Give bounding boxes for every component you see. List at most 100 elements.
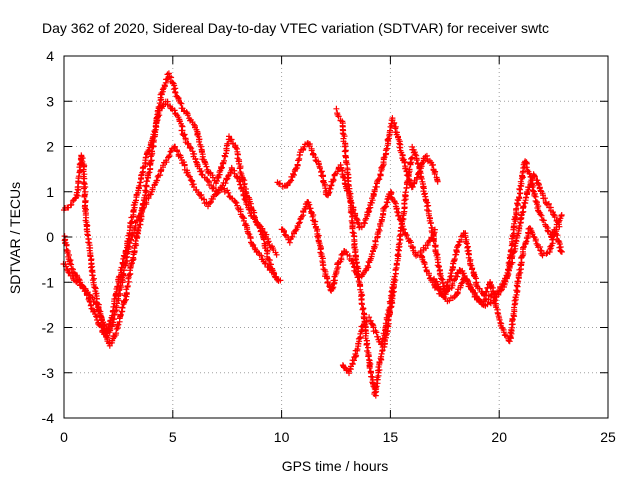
- data-point-markers: [465, 278, 480, 302]
- data-point-markers: [384, 276, 398, 318]
- data-point-markers: [180, 107, 193, 122]
- x-tick-label: 5: [169, 429, 177, 445]
- data-point-markers: [328, 261, 342, 294]
- data-point-markers: [370, 176, 383, 200]
- data-point-markers: [158, 71, 171, 97]
- data-point-markers: [352, 252, 366, 302]
- data-point-markers: [508, 216, 524, 262]
- series-track-f: [333, 105, 416, 399]
- series-track-j: [431, 171, 563, 309]
- y-tick-label: 4: [46, 48, 54, 64]
- data-point-markers: [201, 174, 214, 189]
- data-point-markers: [548, 207, 563, 230]
- data-point-markers: [535, 207, 547, 224]
- data-point-markers: [422, 193, 435, 231]
- data-point-markers: [182, 139, 195, 152]
- data-point-markers: [171, 143, 184, 161]
- y-tick-label: -1: [42, 274, 55, 290]
- x-axis-label: GPS time / hours: [282, 458, 389, 474]
- data-point-markers: [61, 233, 74, 265]
- data-point-markers: [80, 162, 89, 215]
- data-points: [60, 70, 565, 399]
- data-point-markers: [372, 361, 383, 399]
- data-point-markers: [73, 155, 85, 199]
- data-point-markers: [224, 187, 236, 202]
- data-point-markers: [447, 244, 460, 277]
- data-point-markers: [249, 243, 262, 256]
- data-point-markers: [261, 229, 273, 249]
- x-tick-label: 15: [383, 429, 399, 445]
- data-point-markers: [121, 254, 137, 304]
- data-point-markers: [356, 217, 369, 231]
- series-track-a: [61, 70, 284, 349]
- data-point-markers: [237, 206, 250, 229]
- data-point-markers: [422, 152, 435, 166]
- data-point-markers: [339, 120, 352, 188]
- data-point-markers: [176, 116, 189, 143]
- data-point-markers: [126, 222, 139, 250]
- data-point-markers: [286, 222, 301, 246]
- grid: [64, 56, 608, 418]
- data-point-markers: [375, 150, 390, 183]
- data-point-markers: [461, 230, 474, 267]
- data-point-markers: [234, 174, 247, 199]
- data-point-markers: [389, 115, 402, 143]
- data-point-markers: [406, 237, 419, 258]
- x-tick-label: 10: [274, 429, 290, 445]
- data-point-markers: [429, 161, 441, 185]
- data-point-markers: [428, 225, 442, 266]
- data-point-markers: [378, 312, 392, 348]
- y-tick-label: -2: [42, 320, 55, 336]
- data-point-markers: [166, 145, 177, 160]
- data-point-markers: [345, 183, 359, 256]
- data-point-markers: [540, 192, 554, 211]
- data-point-markers: [363, 337, 374, 375]
- x-tick-label: 25: [600, 429, 616, 445]
- data-point-markers: [363, 195, 376, 222]
- data-point-markers: [520, 225, 532, 253]
- data-point-markers: [474, 296, 487, 309]
- data-point-markers: [187, 116, 198, 131]
- data-point-markers: [415, 161, 428, 198]
- data-point-markers: [119, 243, 132, 281]
- data-point-markers: [130, 182, 144, 213]
- data-point-markers: [352, 326, 366, 359]
- data-point-markers: [374, 208, 387, 240]
- y-tick-label: -3: [42, 365, 55, 381]
- y-tick-label: 3: [46, 93, 54, 109]
- data-point-markers: [82, 210, 96, 275]
- data-point-markers: [143, 135, 156, 158]
- data-point-markers: [283, 170, 296, 189]
- x-tick-label: 20: [491, 429, 507, 445]
- data-point-markers: [150, 107, 163, 140]
- data-point-markers: [420, 239, 431, 253]
- data-point-markers: [367, 234, 381, 264]
- y-tick-label: -4: [42, 410, 55, 426]
- data-point-markers: [346, 353, 359, 377]
- data-point-markers: [198, 191, 210, 207]
- data-point-markers: [270, 269, 282, 284]
- data-point-markers: [244, 224, 257, 248]
- data-point-markers: [213, 164, 225, 187]
- data-point-markers: [304, 199, 319, 230]
- y-tick-label: 0: [46, 229, 54, 245]
- data-point-markers: [341, 248, 353, 262]
- data-point-markers: [169, 80, 180, 100]
- data-point-markers: [113, 276, 126, 314]
- data-point-markers: [395, 193, 409, 251]
- data-point-markers: [434, 262, 448, 292]
- y-axis-label: SDTVAR / TECUs: [7, 182, 23, 294]
- data-point-markers: [500, 329, 512, 344]
- data-point-markers: [339, 362, 351, 374]
- data-point-markers: [444, 293, 458, 305]
- data-point-markers: [467, 261, 480, 288]
- data-point-markers: [539, 249, 551, 259]
- data-point-markers: [402, 154, 416, 199]
- axis-ticks: 0 5 10 15 20 25 -4 -3 -2 -1 0 1 2 3 4: [42, 48, 616, 445]
- y-tick-label: 1: [46, 184, 54, 200]
- data-point-markers: [158, 154, 172, 173]
- y-tick-label: 2: [46, 139, 54, 155]
- series-track-h: [409, 143, 565, 345]
- data-point-markers: [174, 93, 186, 112]
